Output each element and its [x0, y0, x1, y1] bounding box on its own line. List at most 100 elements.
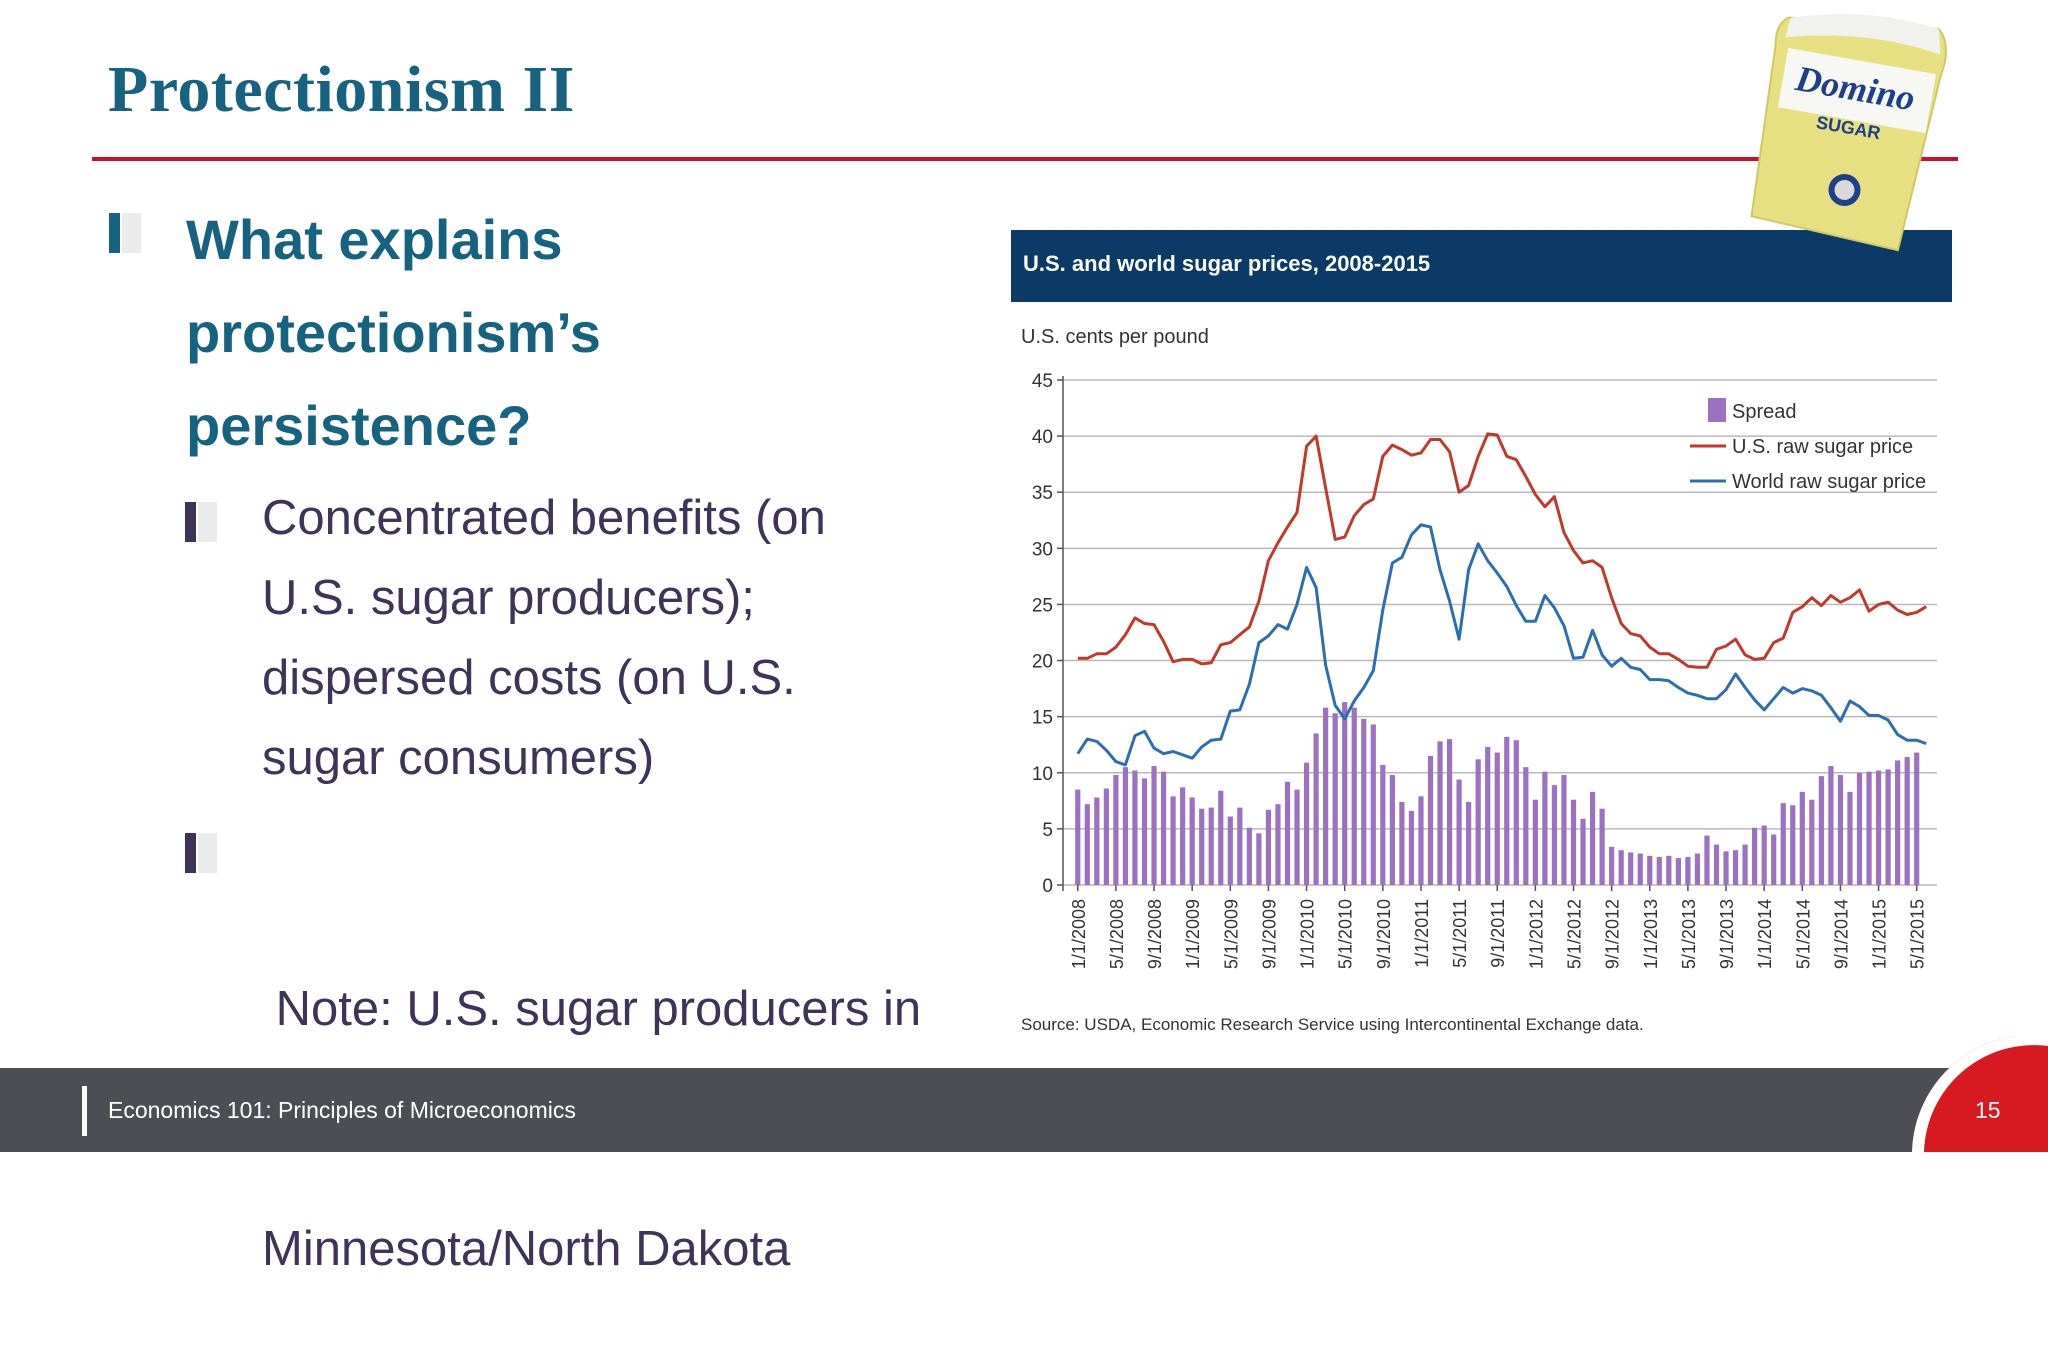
spread-bar — [1084, 804, 1090, 885]
footer-bar — [0, 1068, 2048, 1152]
spread-bar — [1427, 755, 1434, 885]
main-question-line: persistence? — [186, 394, 532, 457]
spread-bar — [1141, 778, 1148, 885]
spread-bar — [1771, 834, 1777, 885]
page-number: 15 — [1975, 1097, 2001, 1123]
spread-bar — [1656, 856, 1662, 885]
spread-bar — [1399, 801, 1405, 885]
spread-bar — [1713, 844, 1720, 885]
sub-bullet-line: U.S. sugar producers); — [262, 571, 755, 625]
spread-bar — [1628, 852, 1634, 885]
x-tick-label: 9/1/2009 — [1259, 899, 1279, 969]
legend-spread-label: Spread — [1732, 401, 1797, 423]
x-tick-label: 9/1/2013 — [1717, 899, 1737, 969]
spread-bar — [1847, 791, 1853, 885]
x-tick-label: 1/1/2009 — [1183, 899, 1203, 969]
sugar-price-chart: U.S. and world sugar prices, 2008-2015 U… — [1011, 228, 1952, 1038]
spread-bar — [1542, 771, 1548, 885]
spread-bar — [1742, 844, 1748, 885]
spread-bar — [1160, 771, 1167, 885]
world-raw-sugar-line — [1076, 523, 1927, 767]
spread-bar — [1609, 846, 1615, 885]
spread-bar — [1723, 851, 1729, 885]
y-tick-label: 15 — [1032, 708, 1053, 729]
spread-bar — [1513, 740, 1519, 885]
x-tick-label: 1/1/2013 — [1641, 899, 1661, 969]
chart-axes: 0 5 10 15 20 25 30 35 40 45 1/1/2008 5/1/2008 9/1/20… — [1032, 371, 1928, 969]
spread-bar — [1637, 853, 1643, 885]
us-raw-sugar-line — [1077, 432, 1927, 669]
legend-spread-swatch — [1708, 398, 1726, 422]
price-lines — [1076, 432, 1927, 767]
spread-bar — [1589, 791, 1596, 885]
spread-bar — [1170, 796, 1176, 885]
sub-bullet-line: sugar consumers) — [262, 731, 655, 785]
spread-bar — [1895, 760, 1901, 885]
chart-legend: Spread U.S. raw sugar price World raw su… — [1690, 398, 1926, 493]
spread-bar — [1218, 790, 1224, 885]
spread-bar — [1208, 807, 1214, 885]
footer-divider — [82, 1086, 87, 1136]
sub-bullet-icon — [185, 833, 217, 873]
spread-bar — [1332, 713, 1338, 885]
sub-bullet-line: dispersed costs (on U.S. — [262, 651, 796, 705]
spread-bar — [1599, 808, 1605, 885]
spread-bar — [1189, 797, 1195, 885]
spread-bar — [1075, 789, 1081, 885]
main-question-line: protectionism’s — [186, 301, 601, 364]
sugar-bag-image: Domino SUGAR — [1750, 13, 1947, 252]
chart-grid — [1063, 379, 1937, 886]
spread-bar — [1113, 775, 1119, 885]
x-tick-label: 5/1/2013 — [1679, 899, 1699, 969]
y-tick-label: 20 — [1032, 652, 1053, 673]
spread-bar — [1618, 850, 1624, 885]
x-tick-label: 5/1/2008 — [1107, 899, 1127, 969]
spread-bar — [1151, 766, 1157, 885]
spread-bar — [1523, 767, 1529, 885]
spread-bar — [1389, 775, 1395, 885]
y-tick-label: 30 — [1032, 539, 1053, 560]
chart-y-label: U.S. cents per pound — [1021, 326, 1209, 348]
spread-bar — [1237, 807, 1243, 885]
y-tick-label: 25 — [1032, 595, 1053, 616]
x-tick-label: 9/1/2008 — [1145, 899, 1165, 969]
spread-bar — [1475, 759, 1481, 885]
footer-course-title: Economics 101: Principles of Microeconom… — [108, 1097, 576, 1123]
x-tick-label: 5/1/2014 — [1793, 899, 1813, 969]
spread-bar — [1342, 702, 1348, 885]
spread-bar — [1532, 799, 1538, 885]
spread-bar — [1418, 796, 1424, 885]
spread-bar — [1856, 772, 1863, 885]
x-tick-label: 1/1/2008 — [1069, 899, 1089, 969]
spread-bar — [1303, 762, 1310, 885]
sub-bullet-line: Concentrated benefits (on — [262, 491, 826, 545]
spread-bar — [1790, 805, 1796, 885]
main-question-line: What explains — [186, 208, 563, 271]
y-tick-label: 5 — [1042, 820, 1053, 841]
spread-bar — [1323, 707, 1329, 885]
legend-world-label: World raw sugar price — [1732, 471, 1926, 493]
spread-bar — [1132, 770, 1138, 885]
x-tick-label: 1/1/2010 — [1298, 899, 1318, 969]
sub-bullet-line: Minnesota/North Dakota — [262, 1222, 791, 1276]
spread-bar — [1885, 769, 1891, 885]
spread-bar — [1704, 835, 1710, 885]
spread-bar — [1494, 752, 1500, 885]
spread-bar — [1103, 788, 1109, 885]
spread-bar — [1246, 827, 1252, 885]
spread-bar — [1408, 810, 1415, 885]
legend-us-label: U.S. raw sugar price — [1732, 436, 1913, 458]
spread-bar — [1694, 853, 1701, 885]
sub-bullet-icon — [185, 502, 217, 542]
spread-bar — [1284, 781, 1291, 885]
spread-bar — [1351, 707, 1357, 885]
spread-bar — [1437, 741, 1443, 885]
slide-title: Protectionism II — [108, 53, 575, 126]
spread-bar — [1570, 799, 1577, 885]
spread-bar — [1580, 818, 1586, 885]
spread-bar — [1752, 827, 1758, 885]
spread-bar — [1780, 803, 1786, 885]
spread-bar — [1904, 757, 1910, 885]
spread-bar — [1275, 804, 1281, 885]
sub-bullet-concentrated-benefits: Concentrated benefits (on U.S. sugar pro… — [262, 478, 982, 798]
